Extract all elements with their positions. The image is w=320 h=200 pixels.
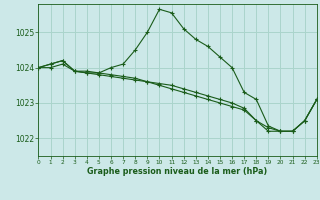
X-axis label: Graphe pression niveau de la mer (hPa): Graphe pression niveau de la mer (hPa) [87,167,268,176]
